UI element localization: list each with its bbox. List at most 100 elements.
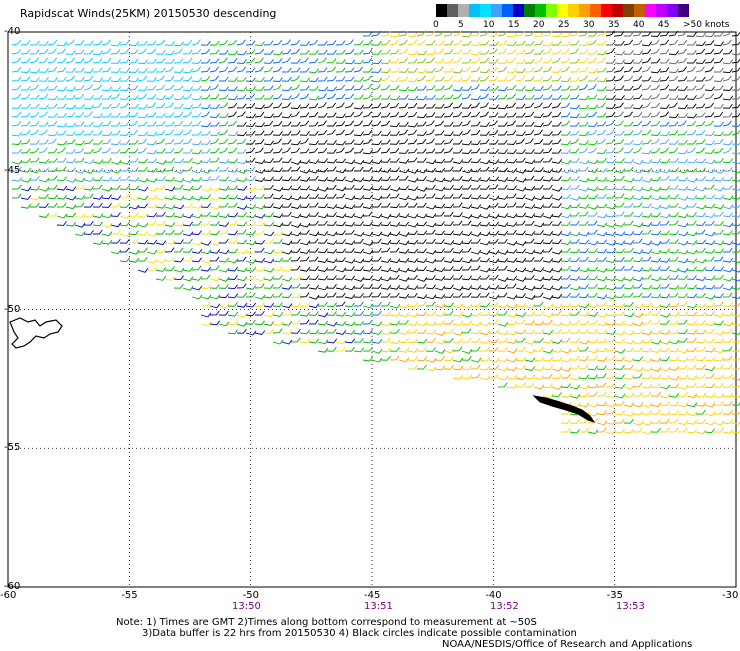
wind-barb <box>489 238 499 244</box>
wind-barb <box>587 240 599 246</box>
wind-barb <box>308 256 319 262</box>
wind-barb <box>416 301 427 307</box>
wind-barb <box>209 240 221 246</box>
wind-barb <box>146 85 157 91</box>
wind-barb <box>218 129 228 136</box>
wind-barb <box>614 311 625 316</box>
wind-barb <box>119 86 130 91</box>
wind-barb <box>560 265 571 271</box>
wind-barb <box>290 48 300 55</box>
wind-barb <box>182 57 193 64</box>
wind-barb <box>596 222 608 228</box>
wind-barb <box>542 213 554 219</box>
wind-barb <box>398 48 408 55</box>
wind-barb <box>587 122 598 127</box>
wind-barb <box>263 276 275 281</box>
wind-barb <box>686 66 696 73</box>
wind-barb <box>83 49 94 55</box>
wind-barb <box>191 130 202 136</box>
wind-barb <box>506 193 517 199</box>
wind-barb <box>299 159 311 165</box>
wind-barb <box>659 84 670 91</box>
wind-barb <box>254 66 264 73</box>
wind-barb <box>533 222 545 228</box>
wind-barb <box>551 366 563 372</box>
wind-barb <box>254 111 265 118</box>
wind-barb <box>290 160 302 165</box>
wind-barb <box>254 221 265 227</box>
wind-barb <box>677 213 689 219</box>
wind-barb <box>263 176 274 182</box>
wind-barb <box>137 195 149 201</box>
wind-barb <box>695 373 706 379</box>
wind-barb <box>444 337 454 343</box>
wind-barb <box>74 231 86 237</box>
wind-barb <box>650 357 662 362</box>
wind-barb <box>542 139 553 145</box>
wind-barb <box>290 130 301 136</box>
wind-barb <box>713 139 724 145</box>
wind-barb <box>470 204 482 210</box>
wind-barb <box>344 346 355 352</box>
wind-barb <box>497 66 507 73</box>
wind-barb <box>434 139 445 145</box>
wind-barb <box>488 311 499 317</box>
wind-barb <box>722 311 734 317</box>
wind-barb <box>614 400 625 406</box>
wind-barb <box>668 274 679 280</box>
wind-barb <box>542 31 553 37</box>
wind-barb <box>488 294 500 300</box>
wind-barb <box>335 213 347 219</box>
wind-barb <box>209 75 219 82</box>
wind-barb <box>119 95 130 100</box>
wind-barb <box>461 320 473 326</box>
wind-barb <box>128 41 139 47</box>
wind-barb <box>515 230 526 236</box>
wind-barb <box>362 346 373 352</box>
wind-barb <box>632 129 643 136</box>
wind-barb <box>335 93 346 100</box>
wind-barb <box>470 158 481 164</box>
wind-barb <box>74 202 85 208</box>
wind-barb <box>164 41 175 46</box>
wind-barb <box>605 86 616 91</box>
wind-barb <box>128 238 139 244</box>
wind-barb <box>281 67 292 73</box>
wind-barb <box>83 104 95 110</box>
wind-barb <box>381 202 391 208</box>
wind-barb <box>695 147 705 154</box>
color-scale-label: >50 knots <box>683 20 730 30</box>
wind-barb <box>281 293 292 299</box>
wind-barb <box>425 112 436 118</box>
wind-barb <box>101 231 113 237</box>
wind-barb <box>551 186 563 192</box>
wind-barb <box>308 329 319 335</box>
wind-barb <box>20 121 31 127</box>
wind-barb <box>434 148 445 154</box>
wind-barb <box>119 238 130 244</box>
wind-barb <box>173 112 184 118</box>
wind-barb <box>722 292 733 298</box>
wind-barb <box>551 239 562 244</box>
wind-barb <box>686 258 698 264</box>
wind-barb <box>65 195 77 201</box>
wind-barb <box>515 346 526 352</box>
wind-barb <box>380 84 391 91</box>
wind-barb <box>362 356 374 362</box>
wind-barb <box>452 77 463 82</box>
wind-barb <box>587 49 598 55</box>
color-scale-label: 5 <box>458 20 464 30</box>
wind-barb <box>731 313 740 317</box>
wind-barb <box>713 283 724 289</box>
wind-barb <box>272 204 284 210</box>
wind-barb <box>443 157 454 163</box>
wind-barb <box>596 102 606 109</box>
wind-barb <box>479 102 489 109</box>
wind-barb <box>380 193 391 199</box>
wind-barb <box>497 375 509 381</box>
wind-barb <box>677 267 689 273</box>
wind-barb <box>668 50 679 56</box>
wind-barb <box>416 193 427 199</box>
wind-barb <box>479 131 490 136</box>
wind-barb <box>254 213 266 219</box>
